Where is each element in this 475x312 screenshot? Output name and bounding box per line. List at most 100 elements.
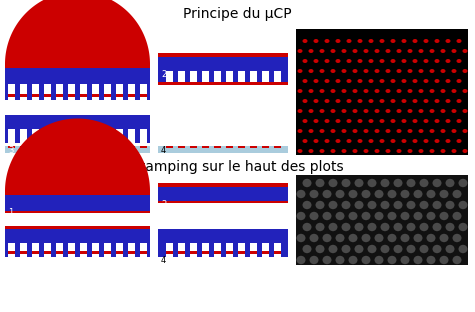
Ellipse shape — [324, 39, 330, 43]
Text: 4: 4 — [161, 256, 166, 265]
Bar — [128, 129, 135, 143]
Ellipse shape — [369, 79, 373, 83]
Ellipse shape — [342, 109, 346, 113]
Ellipse shape — [331, 129, 335, 133]
Ellipse shape — [331, 69, 335, 73]
Bar — [80, 146, 87, 148]
Ellipse shape — [369, 59, 373, 63]
Ellipse shape — [329, 179, 338, 187]
Bar — [158, 53, 288, 57]
Ellipse shape — [412, 139, 418, 143]
Bar — [92, 243, 99, 257]
Ellipse shape — [331, 109, 335, 113]
Ellipse shape — [386, 109, 390, 113]
Bar — [44, 129, 51, 143]
Ellipse shape — [439, 256, 448, 264]
Ellipse shape — [324, 59, 330, 63]
Text: 3: 3 — [8, 256, 13, 265]
Ellipse shape — [331, 89, 335, 93]
Bar — [32, 243, 39, 257]
Ellipse shape — [314, 119, 319, 123]
Ellipse shape — [390, 119, 396, 123]
Ellipse shape — [386, 89, 390, 93]
Ellipse shape — [352, 109, 358, 113]
Ellipse shape — [323, 234, 332, 242]
Bar — [56, 146, 63, 148]
Ellipse shape — [412, 119, 418, 123]
Ellipse shape — [363, 69, 369, 73]
Bar — [104, 129, 111, 143]
Polygon shape — [5, 0, 150, 64]
Bar — [80, 84, 87, 100]
Bar — [32, 243, 39, 257]
Text: 3: 3 — [8, 146, 13, 155]
Bar — [20, 146, 27, 148]
Bar — [128, 251, 135, 254]
Bar — [201, 243, 209, 257]
Bar — [178, 71, 184, 85]
Bar — [80, 94, 87, 97]
Ellipse shape — [374, 149, 380, 153]
Ellipse shape — [354, 223, 363, 231]
Ellipse shape — [297, 69, 303, 73]
Ellipse shape — [297, 149, 303, 153]
Ellipse shape — [358, 59, 362, 63]
Bar — [8, 243, 15, 257]
Ellipse shape — [412, 39, 418, 43]
Ellipse shape — [296, 190, 305, 198]
Ellipse shape — [386, 69, 390, 73]
Ellipse shape — [323, 190, 332, 198]
Ellipse shape — [308, 109, 314, 113]
Bar — [5, 211, 150, 213]
Ellipse shape — [361, 234, 371, 242]
Ellipse shape — [424, 99, 428, 103]
Bar — [44, 84, 51, 100]
Bar — [116, 251, 123, 254]
Ellipse shape — [380, 79, 384, 83]
Text: 4: 4 — [161, 146, 166, 155]
Bar — [226, 243, 232, 257]
Bar — [274, 251, 281, 254]
Ellipse shape — [303, 119, 307, 123]
Ellipse shape — [440, 49, 446, 53]
Bar — [20, 129, 27, 143]
Ellipse shape — [435, 119, 439, 123]
Bar — [32, 129, 39, 143]
Ellipse shape — [380, 119, 384, 123]
Ellipse shape — [320, 89, 324, 93]
Ellipse shape — [368, 223, 377, 231]
Bar — [165, 251, 172, 254]
Ellipse shape — [456, 99, 462, 103]
Bar — [116, 129, 123, 143]
Bar — [262, 243, 268, 257]
Ellipse shape — [342, 223, 351, 231]
Ellipse shape — [435, 39, 439, 43]
Ellipse shape — [358, 119, 362, 123]
Ellipse shape — [408, 129, 412, 133]
Ellipse shape — [315, 179, 324, 187]
Bar — [201, 71, 209, 85]
Text: 2: 2 — [161, 200, 166, 209]
Ellipse shape — [380, 245, 390, 253]
Ellipse shape — [463, 129, 467, 133]
Ellipse shape — [352, 129, 358, 133]
Bar — [116, 129, 123, 143]
Ellipse shape — [418, 149, 424, 153]
Ellipse shape — [324, 119, 330, 123]
Ellipse shape — [446, 223, 455, 231]
Ellipse shape — [331, 149, 335, 153]
Bar — [190, 146, 197, 148]
Ellipse shape — [440, 109, 446, 113]
Bar — [201, 71, 209, 85]
Bar — [249, 251, 256, 254]
Ellipse shape — [435, 79, 439, 83]
Ellipse shape — [390, 139, 396, 143]
Bar — [140, 243, 147, 257]
Ellipse shape — [329, 245, 338, 253]
Ellipse shape — [456, 79, 462, 83]
Bar — [158, 82, 288, 85]
Bar — [128, 243, 135, 257]
Bar — [20, 243, 27, 257]
Ellipse shape — [315, 223, 324, 231]
Bar — [104, 243, 111, 257]
